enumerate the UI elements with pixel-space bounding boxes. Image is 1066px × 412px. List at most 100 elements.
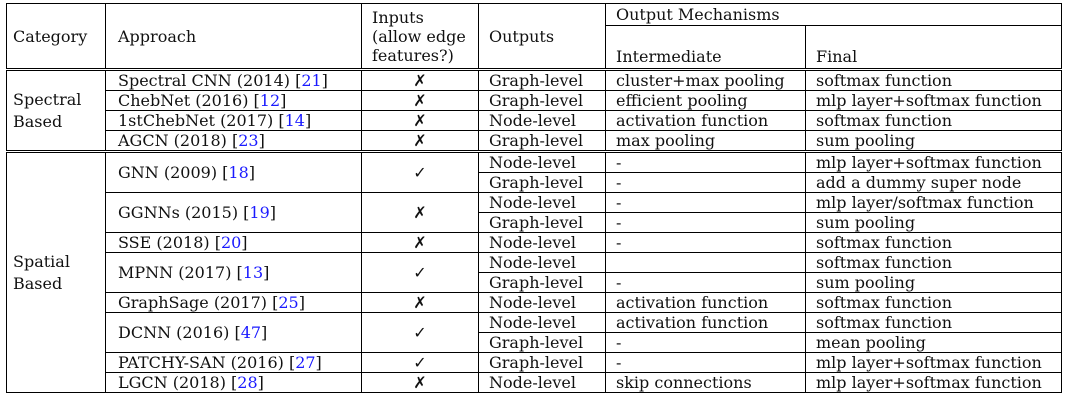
output-level-cell: Node-level [478,372,606,393]
category-cell: Spectral Based [6,68,106,152]
intermediate-mechanism-cell: max pooling [605,130,806,152]
approach-cell: ChebNet (2016) [12] [105,90,362,111]
table-row: Graph-level - sum pooling [7,272,1062,293]
header-inputs-line2: (allow edge [372,26,466,46]
citation-link[interactable]: 20 [220,233,242,252]
table-row: MPNN (2017) [13] ✓ Node-level softmax funct… [7,252,1062,293]
edge-features-mark: ✓ [361,312,479,353]
table-row: LGCN (2018) [28] ✗ Node-level skip connecti… [7,372,1062,393]
final-mechanism-cell: mlp layer+softmax function [805,90,1062,111]
table-row: GGNNs (2015) [19] ✗ Node-level - mlp layer/s… [7,192,1062,233]
output-level-cell: Node-level [478,192,606,213]
header-inputs-line1: Inputs [372,7,424,27]
approach-cell: LGCN (2018) [28] [105,372,362,393]
intermediate-mechanism-cell: - [605,272,806,293]
category-label-line2: Based [13,111,63,131]
edge-features-mark: ✗ [361,90,479,111]
approach-cell: Spectral CNN (2014) [21] [105,68,362,91]
approach-cell: AGCN (2018) [23] [105,130,362,152]
edge-features-mark: ✗ [361,232,479,253]
citation-link[interactable]: 21 [301,71,322,90]
approach-cell: SSE (2018) [20] [105,232,362,253]
approach-name: Spectral CNN (2014) [118,71,290,90]
header-outputs: Outputs [478,3,606,70]
table-row: Spatial Based GNN (2009) [18] ✓ Node-level - m… [6,150,1062,393]
intermediate-mechanism-cell: efficient pooling [605,90,806,111]
intermediate-mechanism-cell: - [605,150,806,173]
intermediate-mechanism-cell: skip connections [605,372,806,393]
output-level-cell: Graph-level [478,90,606,111]
edge-features-mark: ✗ [361,372,479,393]
approach-name: MPNN (2017) [118,263,232,282]
citation-link[interactable]: 27 [295,353,316,372]
edge-features-mark: ✗ [361,192,479,233]
approach-cell: GGNNs (2015) [19] [105,192,362,233]
final-mechanism-cell: mlp layer+softmax function [805,372,1062,393]
approach-cell: GraphSage (2017) [25] [105,292,362,313]
approach-cell: 1stChebNet (2017) [14] [105,110,362,131]
citation-link[interactable]: 47 [240,323,262,342]
category-cell: Spatial Based [6,150,106,393]
citation-link[interactable]: 12 [259,91,281,110]
citation-link[interactable]: 13 [242,263,264,282]
intermediate-mechanism-cell: activation function [605,312,806,333]
table-row: Spectral Based Spectral CNN (2014) [21] ✗ Gr… [6,68,1062,152]
header-inputs-line3: features?) [372,45,454,65]
approach-cell: GNN (2009) [18] [105,150,362,193]
intermediate-mechanism-cell [605,252,806,273]
table-row: SSE (2018) [20] ✗ Node-level - softmax funct… [7,232,1062,253]
final-mechanism-cell: mlp layer/softmax function [805,192,1062,213]
intermediate-mechanism-cell: activation function [605,110,806,131]
output-level-cell: Node-level [478,150,606,173]
header-intermediate: Intermediate [605,25,806,70]
gnn-comparison-table: Category Approach Inputs (allow edge fea… [6,3,1062,393]
table-row: GraphSage (2017) [25] ✗ Node-level activati… [7,292,1062,313]
output-level-cell: Node-level [478,252,606,273]
edge-features-mark: ✗ [361,292,479,313]
approach-name: DCNN (2016) [118,323,230,342]
header-category: Category [6,3,106,70]
intermediate-mechanism-cell: - [605,352,806,373]
edge-features-mark: ✓ [361,150,479,193]
approach-name: 1stChebNet (2017) [118,111,274,130]
citation-link[interactable]: 23 [238,131,259,151]
approach-cell: MPNN (2017) [13] [105,252,362,293]
intermediate-mechanism-cell: - [605,332,806,353]
output-level-cell: Graph-level [478,352,606,373]
output-level-cell: Graph-level [478,332,606,353]
category-label-line1: Spectral [13,89,82,109]
header-output-mechanisms: Output Mechanisms [605,3,1062,26]
citation-link[interactable]: 25 [278,293,299,312]
table-row: PATCHY-SAN (2016) [27] ✓ Graph-level - mlp l… [7,352,1062,373]
edge-features-mark: ✓ [361,352,479,373]
final-mechanism-cell: sum pooling [805,130,1062,152]
intermediate-mechanism-cell: activation function [605,292,806,313]
citation-link[interactable]: 14 [284,111,305,130]
output-level-cell: Node-level [478,110,606,131]
final-mechanism-cell: softmax function [805,232,1062,253]
header-final: Final [805,25,1062,70]
edge-features-mark: ✗ [361,130,479,152]
intermediate-mechanism-cell: - [605,232,806,253]
final-mechanism-cell: mlp layer+softmax function [805,352,1062,373]
citation-link[interactable]: 18 [228,163,249,182]
edge-features-mark: ✗ [361,68,479,91]
approach-cell: DCNN (2016) [47] [105,312,362,353]
approach-name: ChebNet (2016) [118,91,249,110]
approach-name: GNN (2009) [118,163,218,182]
approach-name: PATCHY-SAN (2016) [118,353,284,372]
final-mechanism-cell: mlp layer+softmax function [805,150,1062,173]
header-approach: Approach [105,3,362,70]
approach-name: GGNNs (2015) [118,203,239,222]
intermediate-mechanism-cell: - [605,192,806,213]
table-row: DCNN (2016) [47] ✓ Node-level activation fu… [7,312,1062,353]
table-header: Category Approach Inputs (allow edge fea… [6,3,1062,70]
final-mechanism-cell: softmax function [805,110,1062,131]
citation-link[interactable]: 28 [237,373,258,392]
category-label-line2: Based [13,273,63,293]
final-mechanism-cell: softmax function [805,68,1062,91]
output-level-cell: Graph-level [478,68,606,91]
citation-link[interactable]: 19 [249,203,270,222]
final-mechanism-cell: mean pooling [805,332,1062,353]
